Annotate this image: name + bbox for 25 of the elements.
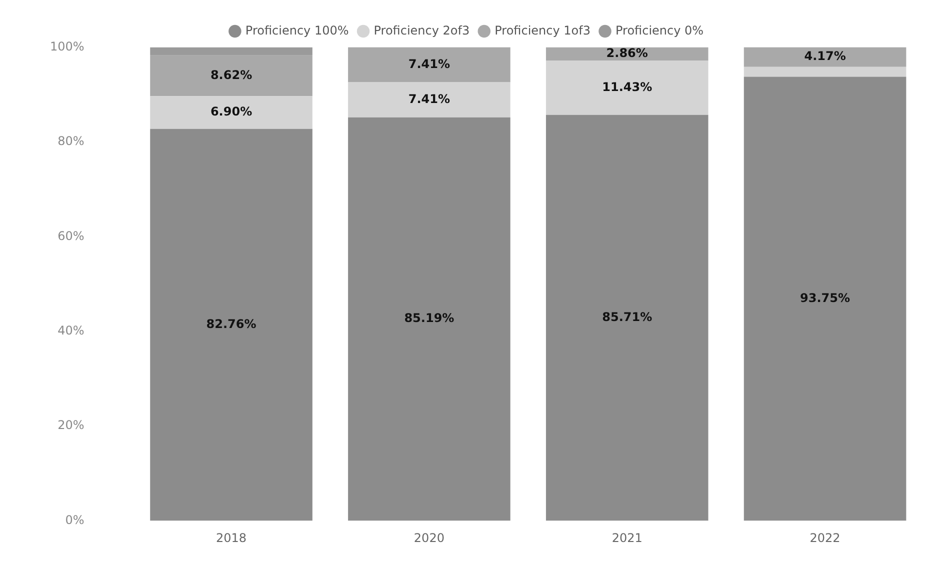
y-tick-label: 100%: [50, 39, 84, 54]
y-tick-label: 80%: [58, 134, 84, 148]
x-tick-label: 2018: [216, 531, 247, 546]
legend-label: Proficiency 0%: [616, 23, 704, 38]
data-label: 8.62%: [210, 68, 252, 82]
data-label: 7.41%: [408, 92, 450, 106]
data-label: 82.76%: [206, 316, 256, 331]
data-label: 2.86%: [606, 46, 648, 60]
legend-label: Proficiency 1of3: [494, 23, 591, 38]
y-tick-label: 40%: [58, 323, 84, 338]
data-label: 85.71%: [602, 310, 652, 324]
data-label: 7.41%: [408, 56, 450, 71]
data-label: 6.90%: [210, 104, 252, 119]
y-tick-label: 0%: [65, 512, 84, 527]
data-label: 11.43%: [602, 80, 652, 94]
x-tick-label: 2021: [612, 531, 642, 546]
legend-label: Proficiency 100%: [245, 23, 349, 38]
data-label: 85.19%: [404, 311, 454, 326]
x-tick-label: 2020: [414, 531, 444, 546]
data-label: 4.17%: [804, 49, 846, 64]
data-label: 93.75%: [800, 290, 850, 305]
y-tick-label: 20%: [58, 418, 84, 432]
legend-label: Proficiency 2of3: [374, 23, 470, 38]
x-tick-label: 2022: [810, 531, 840, 546]
y-tick-label: 60%: [58, 228, 84, 243]
